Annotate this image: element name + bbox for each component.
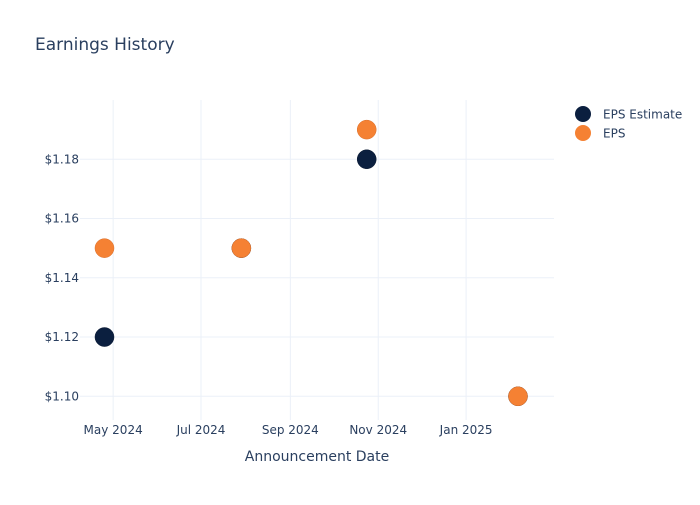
data-points [94,119,528,407]
y-tick-label: $1.14 [45,271,79,285]
x-tick-label: Jul 2024 [176,423,226,437]
chart-title: Earnings History [35,35,175,55]
legend-item-eps[interactable]: EPS [575,125,625,141]
data-point-eps[interactable] [231,238,252,258]
y-tick-label: $1.10 [45,389,79,403]
y-tick-label: $1.18 [45,152,79,166]
x-tick-label: Nov 2024 [349,423,407,437]
x-tick-label: May 2024 [84,423,143,437]
y-tick-label: $1.16 [45,212,79,226]
y-tick-label: $1.12 [45,330,79,344]
legend-item-eps-estimate[interactable]: EPS Estimate [575,106,682,122]
data-point-eps-estimate[interactable] [94,327,115,347]
legend-label-eps-estimate: EPS Estimate [603,108,682,122]
legend-marker-eps [575,125,591,141]
legend: EPS Estimate EPS [575,106,682,141]
x-axis-title: Announcement Date [245,449,389,465]
x-tick-label: Sep 2024 [262,423,319,437]
grid-lines [80,100,554,420]
data-point-eps[interactable] [508,386,528,407]
data-point-eps[interactable] [356,119,377,140]
x-axis-ticks: May 2024 Jul 2024 Sep 2024 Nov 2024 Jan 2025 [84,423,493,437]
data-point-eps[interactable] [94,238,115,258]
legend-marker-eps-estimate [575,106,591,122]
legend-label-eps: EPS [603,127,625,141]
data-point-eps-estimate[interactable] [356,149,377,170]
x-tick-label: Jan 2025 [439,423,493,437]
y-axis-ticks: $1.10 $1.12 $1.14 $1.16 $1.18 [45,152,79,403]
